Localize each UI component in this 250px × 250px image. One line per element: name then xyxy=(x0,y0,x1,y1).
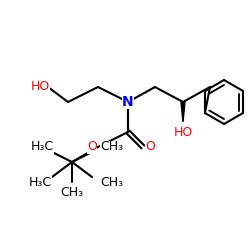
Text: HO: HO xyxy=(30,80,50,94)
Text: CH₃: CH₃ xyxy=(100,176,123,188)
Text: HO: HO xyxy=(174,126,193,138)
Text: O: O xyxy=(87,140,97,153)
Text: H₃C: H₃C xyxy=(28,176,52,188)
Text: H₃C: H₃C xyxy=(30,140,54,153)
Text: CH₃: CH₃ xyxy=(60,186,84,198)
Text: CH₃: CH₃ xyxy=(100,140,123,153)
Polygon shape xyxy=(181,102,185,122)
Text: N: N xyxy=(122,95,134,109)
Text: O: O xyxy=(145,140,155,153)
